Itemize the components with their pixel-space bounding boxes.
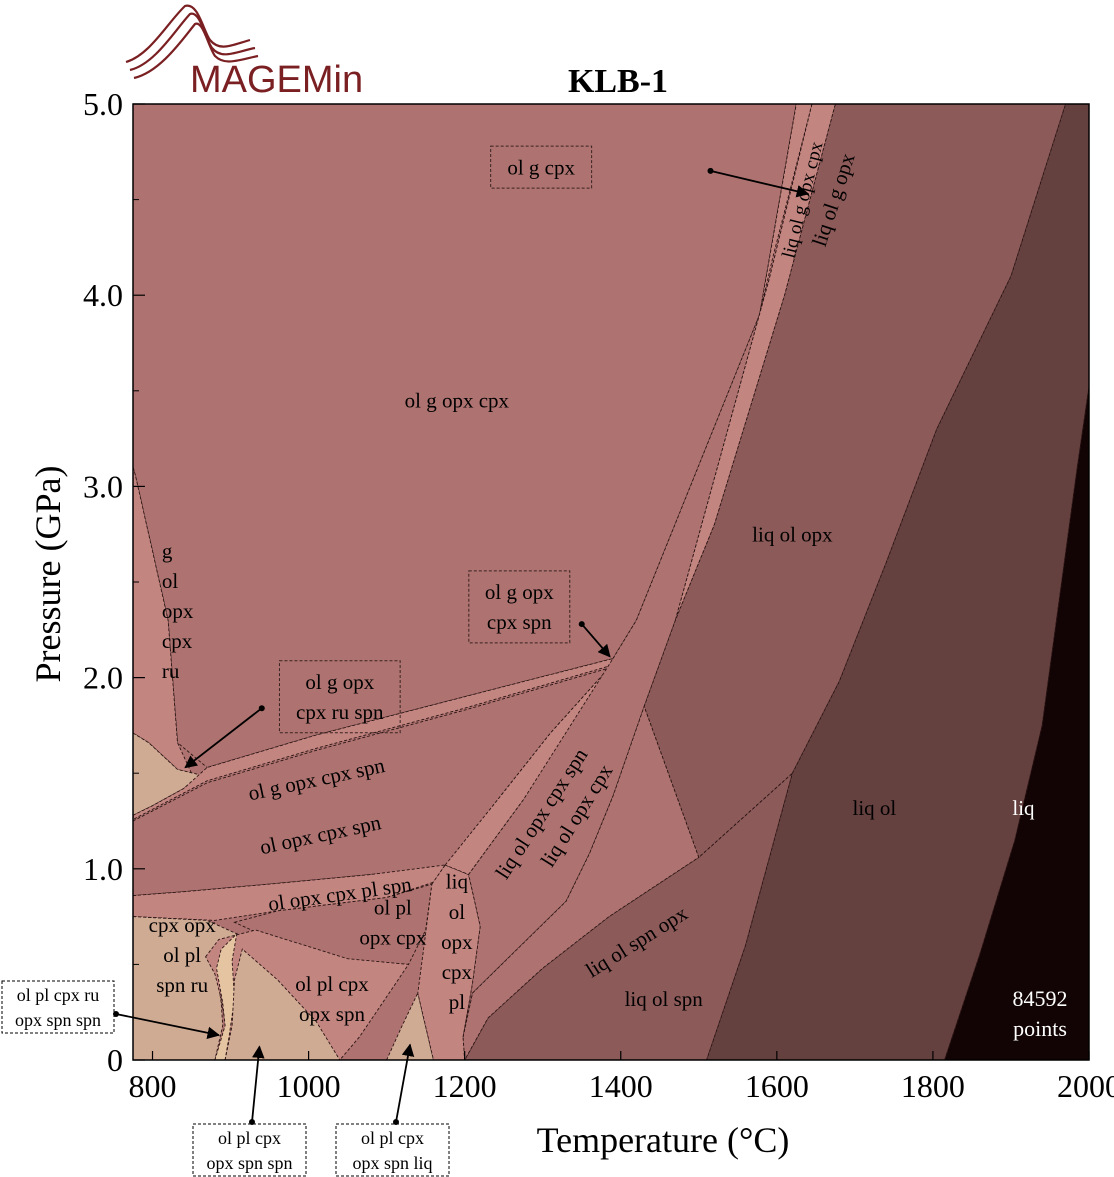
callout-arrow bbox=[710, 170, 810, 198]
phase-field-label: ol g opx cpx bbox=[405, 389, 510, 413]
x-tick-label: 1400 bbox=[589, 1068, 653, 1104]
y-axis-label: Pressure (GPa) bbox=[28, 466, 68, 683]
y-tick-label: 5.0 bbox=[83, 86, 123, 122]
y-tick-label: 3.0 bbox=[83, 468, 123, 504]
x-tick-label: 2000 bbox=[1057, 1068, 1114, 1104]
y-tick-label: 1.0 bbox=[83, 851, 123, 887]
phase-field-ol-pl-cpx-opx-spn-spn bbox=[224, 948, 341, 1060]
magemin-logo: MAGEMin bbox=[125, 4, 363, 101]
outer-callout-label: ol pl cpx opx spn spn bbox=[206, 1128, 292, 1173]
mountain-logo-icon bbox=[125, 4, 259, 80]
x-tick-label: 1600 bbox=[745, 1068, 809, 1104]
x-tick-label: 1200 bbox=[433, 1068, 497, 1104]
phase-field-ol-pl-cpx-opx-spn-liq bbox=[386, 991, 434, 1060]
phase-field-label: liq bbox=[1012, 796, 1035, 820]
callout-label: ol g opx cpx ru spn bbox=[296, 670, 384, 724]
phase-field-label: g ol opx cpx ru bbox=[162, 539, 194, 683]
outer-callout-arrow bbox=[251, 1045, 265, 1123]
x-tick-label: 800 bbox=[129, 1068, 177, 1104]
x-tick-label: 1000 bbox=[277, 1068, 341, 1104]
y-tick-label: 0 bbox=[107, 1042, 123, 1078]
callout-box bbox=[278, 660, 401, 734]
callout-label: ol g cpx bbox=[507, 155, 575, 179]
logo-text: MAGEMin bbox=[190, 59, 363, 101]
outer-callout-label: ol pl cpx opx spn liq bbox=[352, 1128, 432, 1173]
callout-box bbox=[490, 145, 593, 189]
x-axis-label: Temperature (°C) bbox=[537, 1120, 790, 1160]
callout-arrow bbox=[581, 623, 611, 658]
callout-label: ol g opx cpx spn bbox=[485, 580, 554, 634]
phase-field-ol-pl-opx-cpx bbox=[233, 883, 433, 965]
phase-field-label: liq ol spn bbox=[625, 987, 704, 1011]
outer-callout-arrow bbox=[115, 1013, 221, 1040]
y-tick-label: 2.0 bbox=[83, 660, 123, 696]
phase-field-liq bbox=[944, 104, 1089, 1060]
phase-field-ol-g-opx-cpx-spn bbox=[133, 657, 614, 820]
outer-callout-box bbox=[192, 1123, 307, 1177]
callout-arrow bbox=[184, 707, 263, 769]
phase-field-g-ol-opx-cpx-ru bbox=[133, 467, 193, 774]
outer-callout-box bbox=[335, 1123, 450, 1177]
callout-box bbox=[468, 570, 571, 644]
outer-callout-box bbox=[1, 980, 115, 1034]
phase-field-label: liq ol opx bbox=[752, 523, 833, 547]
outer-callout-arrow bbox=[395, 1043, 415, 1123]
outer-callout-label: ol pl cpx ru opx spn spn bbox=[15, 985, 101, 1030]
phase-field-ol-opx-cpx-pl-spn bbox=[133, 864, 447, 921]
phase-field-label: liq ol bbox=[853, 796, 897, 820]
x-tick-label: 1800 bbox=[901, 1068, 965, 1104]
phase-field-label: liq ol opx cpx pl bbox=[441, 870, 473, 1014]
chart-title: KLB-1 bbox=[568, 63, 668, 100]
phase-field-label: cpx opx ol pl spn ru bbox=[149, 913, 217, 997]
point-count-label: 84592 points bbox=[1013, 986, 1068, 1041]
phase-field-label: ol pl opx cpx bbox=[359, 896, 427, 950]
y-tick-label: 4.0 bbox=[83, 277, 123, 313]
phase-field-label: ol pl cpx opx spn bbox=[295, 972, 369, 1026]
phase-field-ol-pl-cpx-ru-opx-spn-spn bbox=[214, 932, 238, 1060]
